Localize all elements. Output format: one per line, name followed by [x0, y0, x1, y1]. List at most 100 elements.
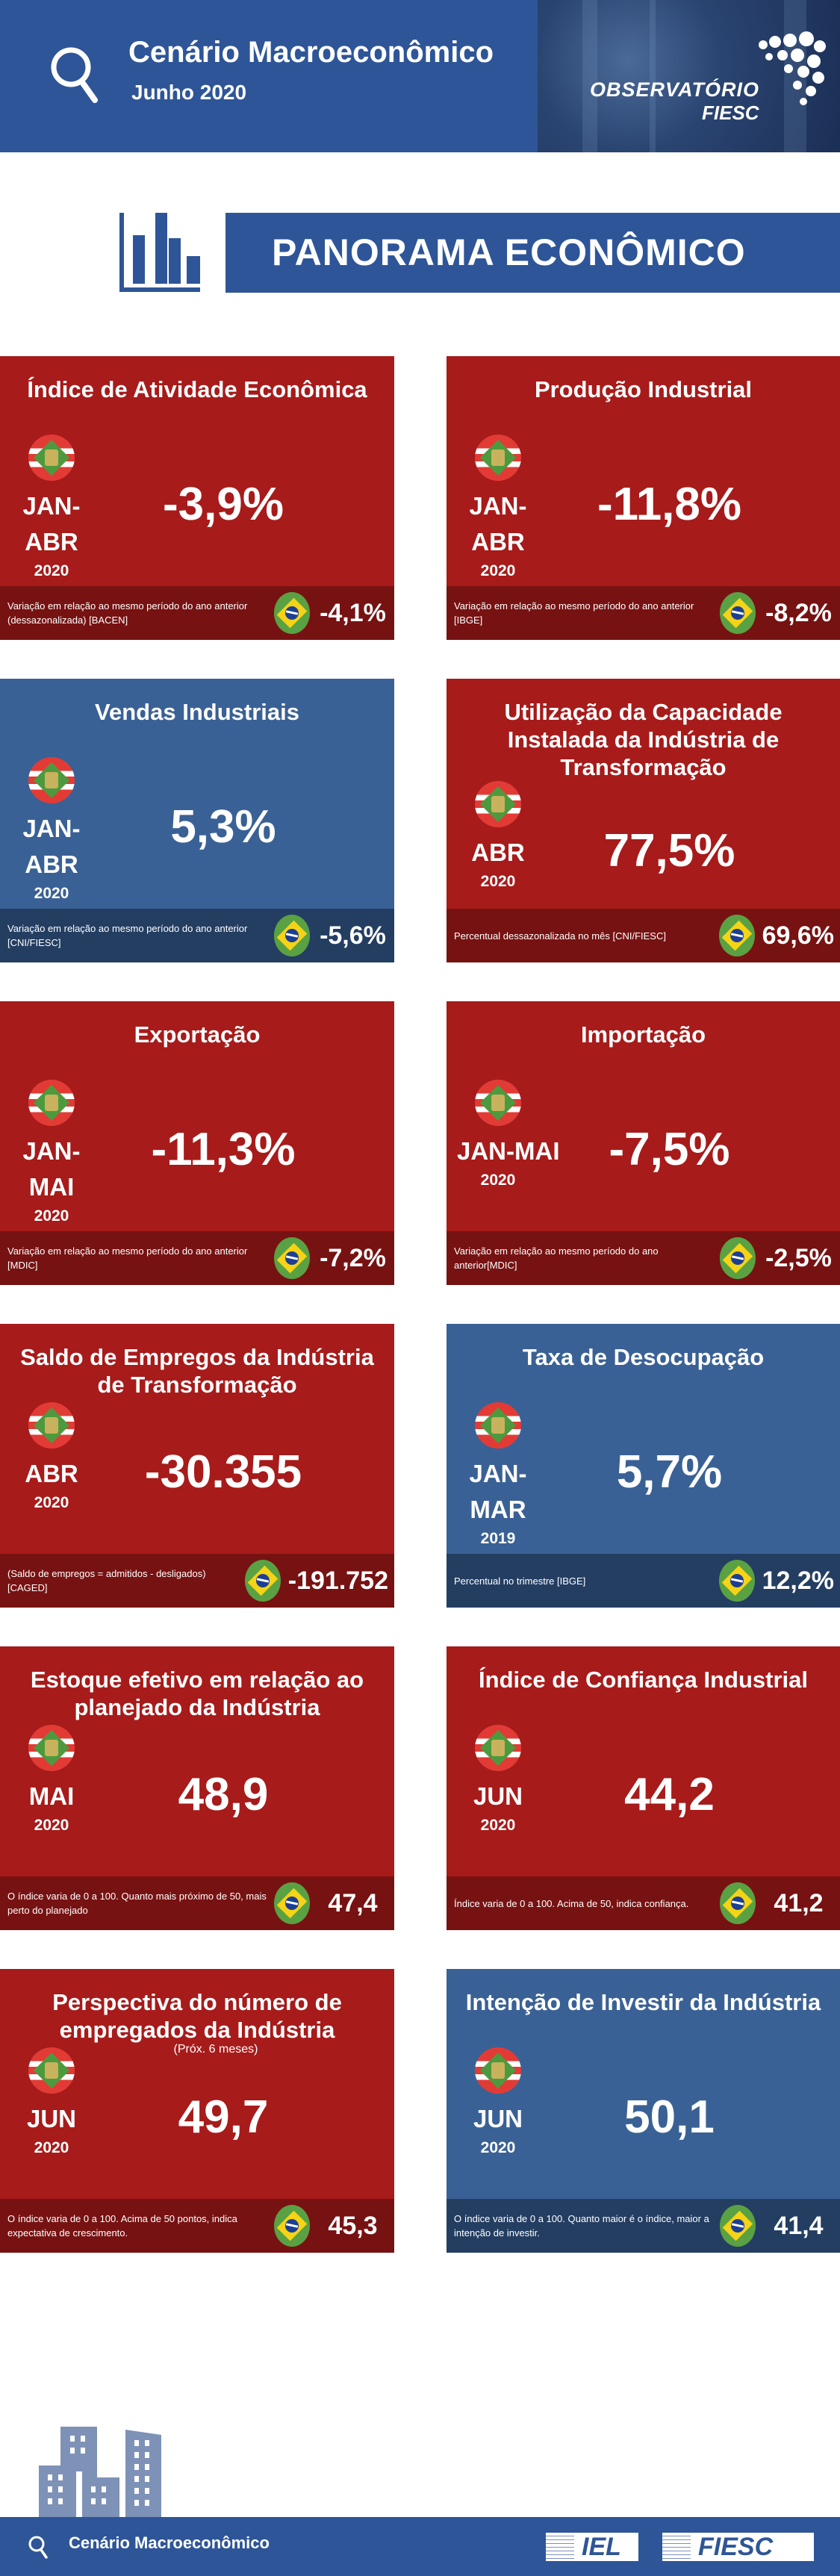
indicator-note: (Saldo de empregos = admitidos - desliga…	[7, 1568, 206, 1593]
brazil-comparison: (Saldo de empregos = admitidos - desliga…	[0, 1554, 394, 1608]
indicator-note: O índice varia de 0 a 100. Quanto maior …	[454, 2213, 709, 2239]
indicator-card: Importação JAN-MAI 2020 -7,5% Variação e…	[447, 1001, 840, 1285]
brazil-flag-icon	[274, 915, 310, 956]
indicator-card: Taxa de Desocupação JAN- MAR 2019 5,7% P…	[447, 1324, 840, 1608]
indicator-note: Variação em relação ao mesmo período do …	[7, 1245, 248, 1271]
sc-value: 77,5%	[603, 825, 735, 877]
brazil-value: 12,2%	[762, 1566, 834, 1595]
fiesc-logo: FIESC	[662, 2533, 814, 2561]
brazil-flag-icon	[720, 1237, 756, 1279]
search-icon	[28, 2536, 48, 2559]
indicator-card: Perspectiva do número de empregados da I…	[0, 1969, 394, 2253]
footer-title: Cenário Macroeconômico	[69, 2533, 270, 2552]
brazil-value: -2,5%	[765, 1243, 832, 1272]
dots-logo-icon	[759, 31, 826, 105]
indicator-subnote: (Próx. 6 meses)	[173, 2043, 258, 2056]
brazil-comparison: O índice varia de 0 a 100. Acima de 50 p…	[0, 2199, 394, 2253]
bar-chart-icon	[119, 213, 200, 292]
period-year: 2020	[34, 1207, 69, 1225]
brazil-value: 69,6%	[762, 921, 834, 950]
indicator-title: Produção Industrial	[534, 376, 753, 402]
santa-catarina-flag-icon	[28, 435, 75, 481]
brazil-flag-icon	[720, 1882, 756, 1924]
indicator-title: Índice de Atividade Econômica	[27, 376, 367, 402]
period-year: 2020	[34, 885, 69, 902]
brazil-value: -4,1%	[320, 598, 386, 627]
iel-logo: IEL	[546, 2533, 638, 2561]
search-icon	[51, 47, 98, 103]
indicator-note: O índice varia de 0 a 100. Quanto mais p…	[7, 1891, 267, 1916]
period-year: 2019	[480, 1530, 516, 1547]
period-year: 2020	[34, 2139, 69, 2156]
brazil-flag-icon	[718, 1560, 755, 1602]
brazil-comparison: Índice varia de 0 a 100. Acima de 50, in…	[447, 1876, 840, 1930]
indicator-card: Vendas Industriais JAN- ABR 2020 5,3% Va…	[0, 679, 394, 962]
indicator-title: Importação	[580, 1021, 706, 1048]
sc-value: -30.355	[144, 1446, 302, 1498]
brazil-comparison: Variação em relação ao mesmo período do …	[447, 1231, 840, 1285]
brazil-value: -7,2%	[320, 1243, 386, 1272]
brazil-flag-icon	[720, 2205, 756, 2247]
brazil-flag-icon	[274, 1882, 310, 1924]
period-label: JAN-MAI	[457, 1137, 560, 1165]
observatorio-fiesc-logo: OBSERVATÓRIO FIESC	[575, 30, 829, 127]
indicator-card: Utilização da Capacidade Instalada da In…	[447, 679, 840, 962]
indicator-note: Percentual no trimestre [IBGE]	[454, 1575, 586, 1587]
brazil-comparison: Percentual no trimestre [IBGE] 12,2%	[447, 1554, 840, 1608]
brazil-flag-icon	[718, 915, 755, 956]
santa-catarina-flag-icon	[475, 1725, 521, 1771]
indicator-card: Saldo de Empregos da Indústria de Transf…	[0, 1324, 394, 1608]
period-label: JUN	[26, 2105, 77, 2132]
period-year: 2020	[480, 562, 516, 579]
brazil-value: -8,2%	[765, 598, 832, 627]
brazil-value: 41,2	[774, 1888, 824, 1917]
period-year: 2020	[480, 2139, 516, 2156]
santa-catarina-flag-icon	[475, 2047, 521, 2094]
buildings-icon	[39, 2427, 161, 2518]
period-label: JUN	[473, 1782, 523, 1810]
period-year: 2020	[480, 873, 516, 890]
brazil-value: 41,4	[774, 2211, 824, 2240]
indicator-title: Intenção de Investir da Indústria	[465, 1989, 821, 2015]
santa-catarina-flag-icon	[28, 1402, 75, 1449]
period-label: ABR	[471, 839, 525, 866]
sc-value: 5,7%	[616, 1446, 723, 1498]
report-date: Junho 2020	[131, 81, 247, 104]
period-year: 2020	[480, 1817, 516, 1834]
brazil-value: -5,6%	[320, 921, 386, 950]
indicator-title: Saldo de Empregos da Indústria de Transf…	[20, 1344, 374, 1398]
brazil-comparison: Variação em relação ao mesmo período do …	[0, 1231, 394, 1285]
indicator-card: Estoque efetivo em relação ao planejado …	[0, 1646, 394, 1930]
period-label: JAN-	[22, 815, 81, 842]
period-year: 2020	[34, 1817, 69, 1834]
indicator-card: Intenção de Investir da Indústria JUN 20…	[447, 1969, 840, 2253]
brazil-flag-icon	[720, 592, 756, 634]
brazil-flag-icon	[274, 2205, 310, 2247]
indicator-card: Índice de Atividade Econômica JAN- ABR 2…	[0, 356, 394, 640]
santa-catarina-flag-icon	[28, 2047, 75, 2094]
period-label: JAN-	[22, 1137, 81, 1165]
indicator-note: O índice varia de 0 a 100. Acima de 50 p…	[7, 2213, 237, 2239]
brazil-comparison: O índice varia de 0 a 100. Quanto maior …	[447, 2199, 840, 2253]
brazil-value: -191.752	[287, 1566, 388, 1595]
period-label: MAI	[28, 1173, 75, 1201]
indicator-title: Vendas Industriais	[95, 699, 299, 725]
brazil-value: 45,3	[328, 2211, 378, 2240]
brazil-comparison: Variação em relação ao mesmo período do …	[447, 586, 840, 640]
sc-value: -3,9%	[163, 479, 284, 530]
footer-bar: Cenário Macroeconômico IEL FIESC	[0, 2517, 840, 2576]
brazil-value: 47,4	[328, 1888, 378, 1917]
period-label: ABR	[25, 528, 78, 556]
indicator-title: Taxa de Desocupação	[522, 1344, 765, 1370]
section-title: PANORAMA ECONÔMICO	[272, 231, 746, 273]
period-label: MAI	[28, 1782, 75, 1810]
period-year: 2020	[480, 1172, 516, 1189]
period-label: ABR	[25, 850, 78, 878]
period-year: 2020	[34, 562, 69, 579]
period-label: JUN	[473, 2105, 523, 2132]
brazil-flag-icon	[244, 1560, 281, 1602]
santa-catarina-flag-icon	[475, 435, 521, 481]
indicator-grid: Índice de Atividade Econômica JAN- ABR 2…	[0, 356, 840, 2253]
indicator-title: Exportação	[134, 1021, 261, 1048]
indicator-note: Variação em relação ao mesmo período do …	[454, 600, 694, 626]
